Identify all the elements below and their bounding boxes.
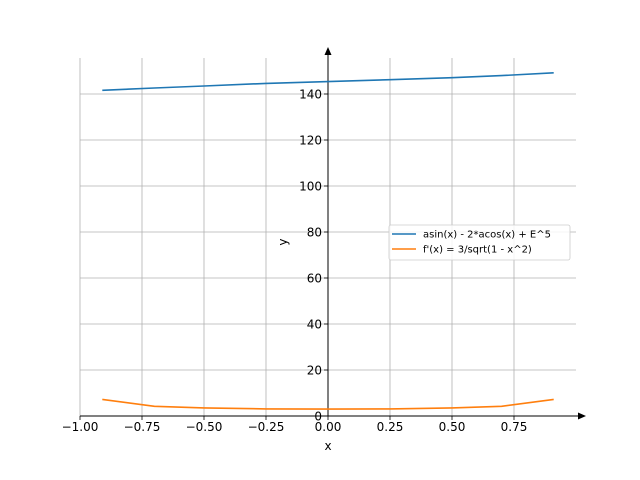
y-tick-label: 20 bbox=[307, 364, 322, 378]
legend-box bbox=[388, 224, 571, 261]
x-tick-label: −0.75 bbox=[124, 420, 161, 434]
series-line-1 bbox=[102, 72, 554, 92]
axes bbox=[80, 47, 586, 420]
legend: asin(x) - 2*acos(x) + E^5 f'(x) = 3/sqrt(… bbox=[388, 224, 571, 261]
x-tick-label: −0.50 bbox=[186, 420, 223, 434]
legend-label-1: asin(x) - 2*acos(x) + E^5 bbox=[423, 230, 551, 241]
x-tick-label: 0.00 bbox=[315, 420, 342, 434]
x-tick-label: 0.75 bbox=[501, 420, 528, 434]
y-tick-label: 60 bbox=[307, 272, 322, 286]
y-tick-label: 120 bbox=[299, 134, 322, 148]
x-axis-arrow bbox=[578, 412, 586, 420]
y-tick-label: 100 bbox=[299, 180, 322, 194]
series bbox=[102, 72, 554, 410]
y-tick-label: 80 bbox=[307, 226, 322, 240]
y-tick-label: 0 bbox=[314, 410, 322, 424]
y-axis-arrow bbox=[324, 47, 332, 55]
y-axis-label: y bbox=[276, 238, 290, 245]
legend-label-2: f'(x) = 3/sqrt(1 - x^2) bbox=[423, 245, 532, 256]
series-line-2 bbox=[102, 398, 554, 410]
y-tick-label: 40 bbox=[307, 318, 322, 332]
x-axis-label: x bbox=[324, 439, 331, 453]
x-tick-label: 0.50 bbox=[439, 420, 466, 434]
x-tick-label: −0.25 bbox=[248, 420, 285, 434]
x-tick-label: 0.25 bbox=[377, 420, 404, 434]
y-tick-label: 140 bbox=[299, 88, 322, 102]
ticks: −1.00 −0.75 −0.50 −0.25 0.00 0.25 0.50 0.75 0 20 4… bbox=[62, 88, 528, 435]
x-tick-label: −1.00 bbox=[62, 420, 99, 434]
